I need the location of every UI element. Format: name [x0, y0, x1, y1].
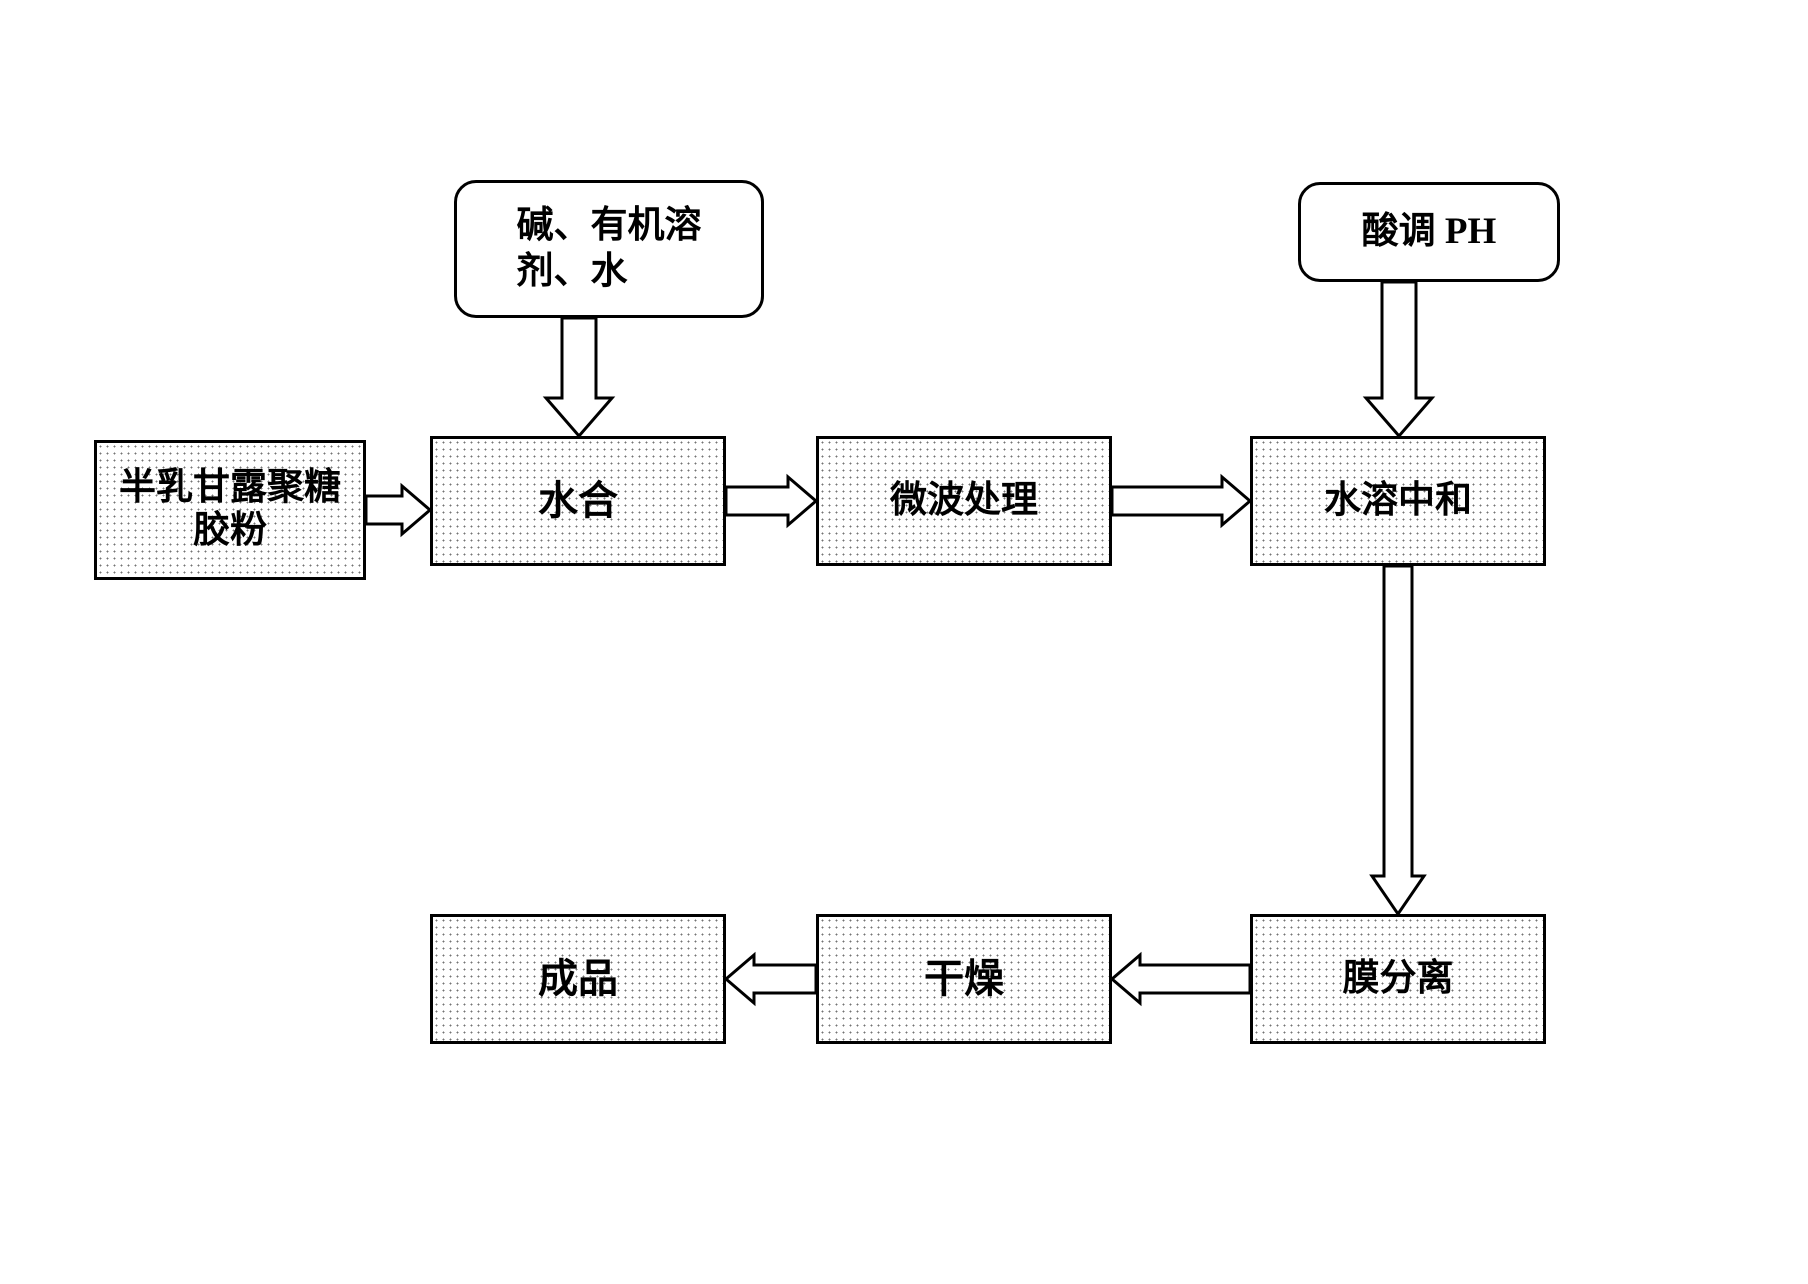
arrow-s3-s4: [1112, 477, 1250, 525]
arrow-s2-s3: [726, 477, 816, 525]
flowchart-canvas: 碱、有机溶剂、水 酸调 PH 半乳甘露聚糖胶粉 水合 微波处理 水溶中和 膜分离…: [0, 0, 1808, 1284]
step-drying: 干燥: [816, 914, 1112, 1044]
step-finished-product: 成品: [430, 914, 726, 1044]
step-label: 水合: [538, 478, 618, 524]
step-membrane-separation: 膜分离: [1250, 914, 1546, 1044]
input-label: 酸调 PH: [1362, 209, 1497, 255]
input-alkali-solvent-water: 碱、有机溶剂、水: [454, 180, 764, 318]
input-label: 碱、有机溶剂、水: [517, 203, 702, 296]
step-aqueous-neutralization: 水溶中和: [1250, 436, 1546, 566]
step-galactomannan-gum-powder: 半乳甘露聚糖胶粉: [94, 440, 366, 580]
step-label: 成品: [538, 956, 618, 1002]
step-microwave-treatment: 微波处理: [816, 436, 1112, 566]
step-label: 膜分离: [1343, 958, 1454, 1001]
step-label: 干燥: [924, 956, 1004, 1002]
arrow-s4-s5: [1372, 566, 1424, 914]
input-acid-adjust-ph: 酸调 PH: [1298, 182, 1560, 282]
arrow-input1-s2: [546, 318, 612, 436]
step-label: 微波处理: [890, 480, 1038, 523]
arrow-input2-s4: [1366, 282, 1432, 436]
step-label: 半乳甘露聚糖胶粉: [119, 467, 341, 552]
arrow-s5-s6: [1112, 955, 1250, 1003]
step-hydration: 水合: [430, 436, 726, 566]
arrow-s6-s7: [726, 955, 816, 1003]
step-label: 水溶中和: [1324, 480, 1472, 523]
arrow-s1-s2: [366, 486, 430, 534]
